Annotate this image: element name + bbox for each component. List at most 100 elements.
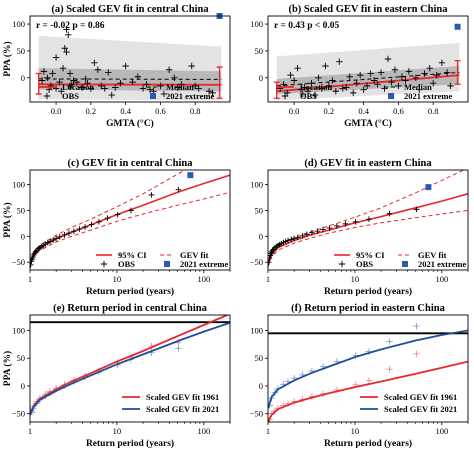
obs-point: [146, 86, 154, 93]
y-tick-label: 0: [21, 381, 25, 391]
y-tick-label: 50: [255, 46, 264, 56]
legend-median-label: Median: [166, 82, 194, 92]
obs-point: [68, 81, 75, 88]
obs-point: [91, 59, 98, 66]
obs-point: [134, 73, 142, 80]
obs-1961-point: [413, 350, 420, 358]
y-tick-label: 0: [259, 381, 263, 391]
legend-ci-label: 95% CI: [356, 250, 385, 260]
obs-point: [356, 71, 364, 79]
obs-point: [350, 89, 357, 97]
obs-point: [318, 85, 326, 92]
y-tick-label: 50: [255, 205, 264, 215]
obs-point: [287, 71, 294, 79]
obs-point: [61, 231, 68, 238]
plot-frame: [29, 314, 231, 423]
legend-obs-label: OBS: [118, 259, 135, 269]
ci-lower-line: [30, 191, 230, 265]
obs-point: [299, 90, 306, 98]
obs-point: [160, 90, 168, 98]
obs-point: [299, 233, 306, 239]
x-tick-label: 100: [197, 274, 210, 284]
y-tick-label: 0: [21, 231, 25, 241]
obs-point: [56, 234, 63, 240]
obs-point: [66, 230, 72, 237]
ci-bar: [216, 66, 223, 99]
obs-point: [288, 236, 295, 243]
obs-point: [128, 207, 134, 214]
obs-point: [433, 71, 440, 79]
obs-point: [52, 85, 60, 92]
obs-point: [342, 221, 349, 227]
legend-obs-swatch: [281, 92, 289, 100]
obs-point: [157, 82, 164, 90]
obs-point: [84, 79, 91, 87]
obs-point: [353, 79, 360, 87]
x-tick-label: 0.4: [120, 106, 131, 116]
obs-point: [61, 45, 68, 52]
ci-bar: [273, 81, 280, 99]
obs-point: [381, 85, 388, 92]
extreme-2021-marker: [187, 172, 194, 179]
obs-point: [322, 62, 329, 70]
legend-extreme-label: 2021 extreme: [404, 91, 452, 101]
legend-location-label: Location: [300, 82, 332, 92]
obs-point: [294, 64, 301, 72]
ci-bar: [35, 72, 42, 95]
obs-point: [343, 84, 350, 91]
y-tick-label: 100: [12, 19, 25, 29]
obs-point: [171, 74, 178, 82]
obs-point: [178, 81, 185, 88]
obs-point: [325, 82, 333, 90]
x-axis-label: GMTA (°C): [344, 118, 392, 129]
obs-point: [82, 75, 89, 83]
legend-1961-label: Scaled GEV fit 1961: [146, 392, 219, 402]
x-tick-label: 0.2: [86, 106, 97, 116]
obs-point: [395, 82, 402, 90]
obs-point: [65, 31, 72, 39]
obs-point: [148, 192, 155, 198]
obs-point: [96, 219, 102, 225]
x-tick-label: 10: [351, 426, 360, 436]
obs-point: [63, 26, 70, 33]
obs-point: [285, 237, 291, 244]
obs-point: [104, 215, 111, 221]
chart-title: (f) Return period in eastern China: [291, 303, 445, 314]
chart-title: (b) Scaled GEV fit in eastern China: [288, 4, 448, 15]
obs-point: [405, 68, 413, 75]
obs-point: [73, 78, 81, 86]
obs-point: [309, 229, 315, 236]
obs-point: [297, 86, 305, 93]
chart-title: (e) Return period in central China: [53, 303, 207, 314]
obs-point: [374, 81, 381, 88]
obs-point: [290, 77, 298, 84]
y-axis-label: PPA (%): [2, 351, 13, 386]
x-tick-label: 100: [435, 274, 448, 284]
x-tick-label: 0.2: [324, 106, 335, 116]
x-axis-label: Return period (years): [324, 286, 412, 297]
gev-fit-2021-line: [30, 321, 230, 416]
legend-1961-label: Scaled GEV fit 1961: [384, 392, 457, 402]
x-tick-label: 0.4: [358, 106, 369, 116]
gev-fit-line: [268, 193, 468, 266]
obs-point: [175, 186, 182, 193]
legend-extreme-swatch: [150, 93, 156, 99]
x-tick-label: 1: [28, 274, 32, 284]
obs-point: [391, 66, 399, 73]
obs-point: [101, 85, 108, 92]
obs-point: [44, 74, 51, 82]
obs-point: [52, 54, 60, 61]
obs-2021-point: [175, 345, 182, 352]
obs-point: [334, 223, 340, 229]
gev-fit-2021-line: [268, 329, 468, 409]
x-axis-label: Return period (years): [324, 438, 412, 449]
y-tick-label: 100: [12, 326, 25, 336]
x-tick-label: 1: [266, 426, 270, 436]
obs-point: [352, 219, 359, 225]
obs-point: [320, 226, 326, 233]
obs-point: [88, 221, 95, 228]
obs-point: [76, 226, 83, 232]
obs-point: [114, 211, 121, 218]
y-tick-label: 100: [250, 19, 263, 29]
obs-point: [447, 82, 454, 90]
